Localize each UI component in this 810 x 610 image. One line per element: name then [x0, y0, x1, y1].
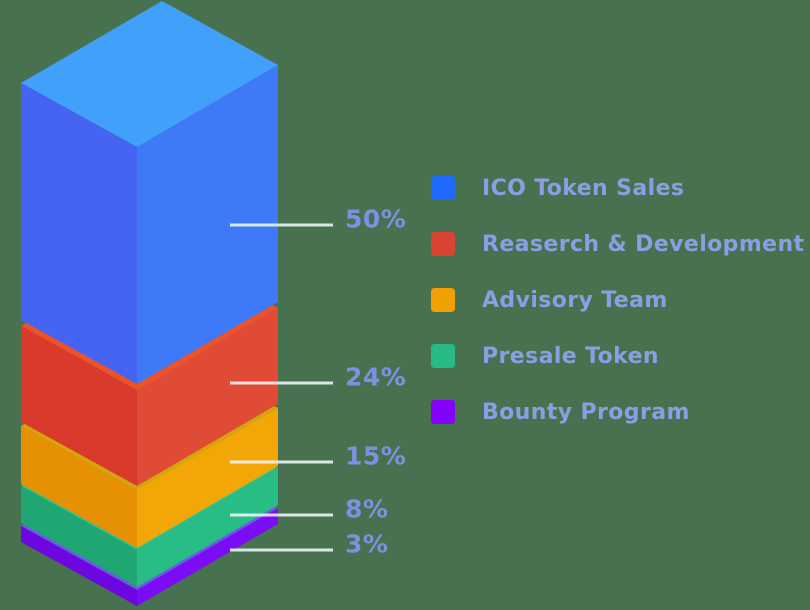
legend: ICO Token Sales Reaserch & Development A… [431, 175, 804, 425]
segment-1-left-face [21, 326, 137, 486]
legend-item-bounty-program: Bounty Program [431, 399, 804, 425]
legend-item-research-development: Reaserch & Development [431, 231, 804, 257]
legend-label: Bounty Program [482, 399, 690, 425]
legend-item-ico-token-sales: ICO Token Sales [431, 175, 804, 201]
segment-4-left-face [21, 526, 137, 606]
segment-2-right-face [137, 408, 278, 548]
segment-1-right-face [137, 308, 278, 486]
segment-0-right-face [137, 65, 278, 384]
segment-2-left-face [21, 426, 137, 548]
segment-3-left-face [21, 486, 137, 587]
legend-swatch-icon [431, 288, 455, 312]
legend-label: Reaserch & Development [482, 231, 805, 257]
legend-swatch-icon [431, 400, 455, 424]
legend-label: ICO Token Sales [482, 175, 685, 201]
legend-swatch-icon [431, 344, 455, 368]
segment-4-right-face [137, 508, 278, 606]
segment-3-right-face [137, 468, 278, 587]
legend-label: Advisory Team [482, 287, 668, 313]
legend-item-presale-token: Presale Token [431, 343, 804, 369]
segment-0-top-face [21, 1, 278, 147]
legend-item-advisory-team: Advisory Team [431, 287, 804, 313]
legend-swatch-icon [431, 176, 455, 200]
legend-label: Presale Token [482, 343, 659, 369]
legend-swatch-icon [431, 232, 455, 256]
segment-0-left-face [21, 83, 137, 384]
